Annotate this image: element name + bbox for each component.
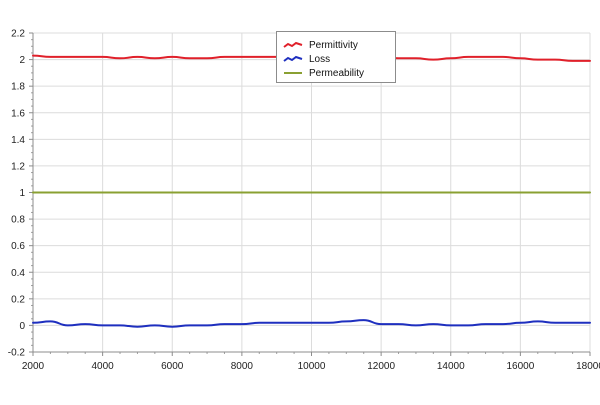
y-tick-label: 2.2 — [11, 29, 25, 40]
x-tick-label: 18000 — [576, 361, 600, 372]
legend-swatch-loss — [283, 54, 303, 64]
y-tick-label: 0.2 — [11, 294, 25, 305]
legend-item-permittivity: Permittivity — [283, 38, 358, 52]
y-tick-label: 0.8 — [11, 215, 25, 226]
legend-label-loss: Loss — [309, 53, 331, 65]
x-tick-label: 16000 — [506, 361, 534, 372]
legend: Permittivity Loss Permeability — [276, 31, 396, 83]
x-tick-label: 8000 — [231, 361, 254, 372]
y-tick-label: 0.6 — [11, 241, 25, 252]
x-tick-label: 14000 — [437, 361, 465, 372]
y-tick-label: 1.2 — [11, 161, 25, 172]
legend-swatch-permittivity — [283, 40, 303, 50]
x-tick-label: 2000 — [22, 361, 45, 372]
y-tick-label: 1.4 — [11, 135, 25, 146]
y-tick-label: 2 — [19, 55, 25, 66]
legend-item-permeability: Permeability — [283, 66, 364, 80]
x-tick-label: 12000 — [367, 361, 395, 372]
legend-label-permeability: Permeability — [309, 67, 365, 79]
y-tick-label: -0.2 — [8, 348, 26, 359]
x-tick-label: 6000 — [161, 361, 184, 372]
y-tick-label: 1.6 — [11, 108, 25, 119]
y-tick-label: 1.8 — [11, 82, 25, 93]
series-line-loss — [32, 319, 591, 328]
y-tick-label: 0 — [19, 321, 25, 332]
y-tick-label: 0.4 — [11, 268, 25, 279]
y-tick-label: 1 — [19, 188, 25, 199]
legend-swatch-permeability — [283, 68, 303, 78]
legend-label-permittivity: Permittivity — [309, 39, 358, 51]
x-tick-label: 10000 — [298, 361, 326, 372]
legend-item-loss: Loss — [283, 52, 330, 66]
x-tick-label: 4000 — [92, 361, 115, 372]
